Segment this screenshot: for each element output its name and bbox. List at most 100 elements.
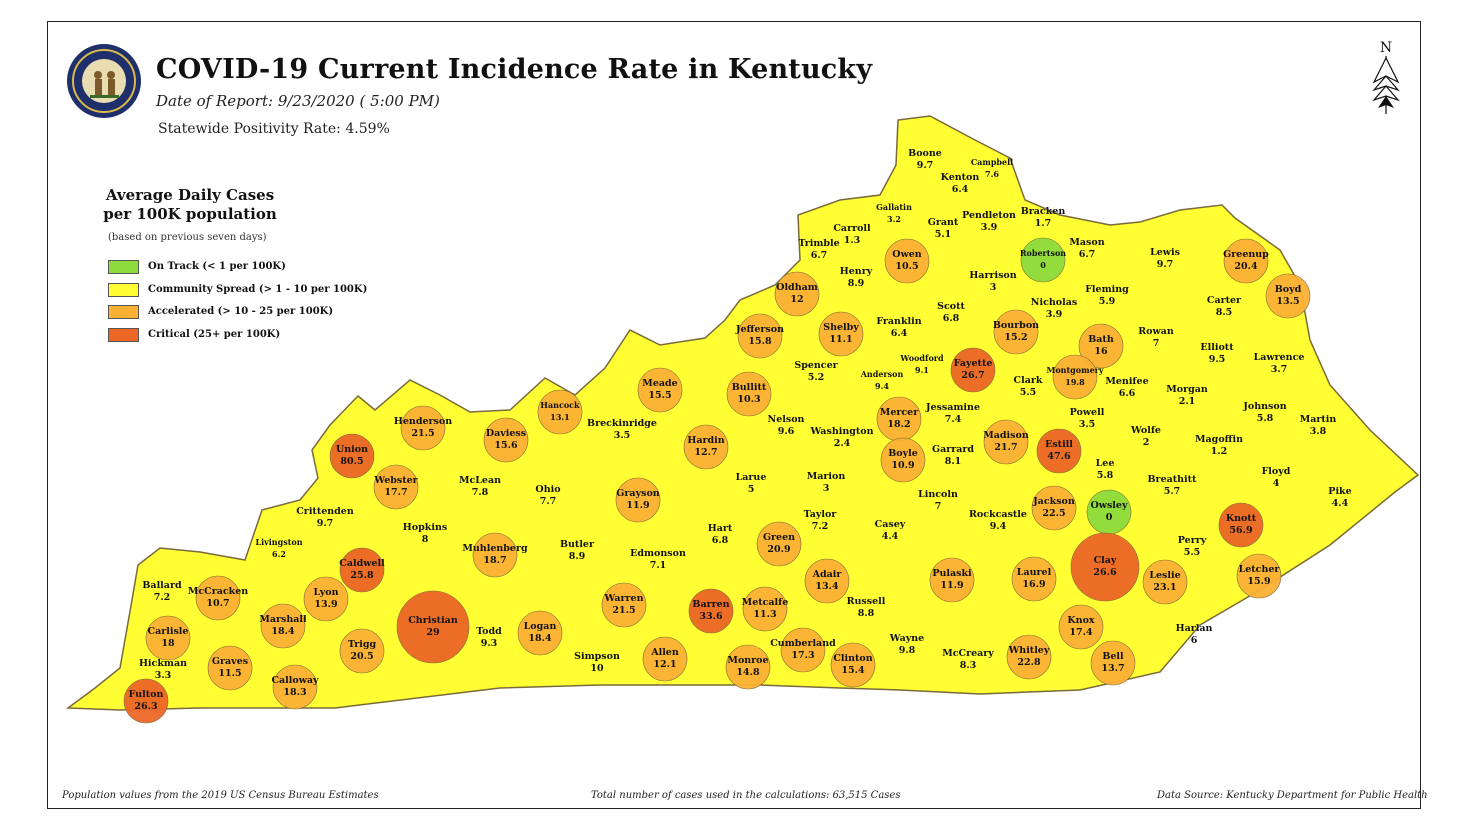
- county-anderson-value: 9.4: [875, 381, 889, 391]
- legend-label: Accelerated (> 10 - 25 per 100K): [148, 306, 334, 317]
- county-lyon-region: [303, 576, 349, 622]
- county-breathitt-name: Breathitt: [1148, 474, 1198, 485]
- county-muhlenberg-name: Muhlenberg: [462, 543, 528, 554]
- county-marion-value: 3: [823, 483, 830, 494]
- county-breckinridge-value: 3.5: [614, 430, 631, 441]
- county-montgomery-value: 19.8: [1065, 377, 1085, 387]
- county-logan-region: [517, 610, 563, 656]
- county-boyd-region: [1265, 273, 1311, 319]
- county-henderson-name: Henderson: [394, 416, 452, 427]
- county-allen-value: 12.1: [653, 659, 676, 670]
- county-boone-name: Boone: [908, 148, 942, 159]
- county-adair-value: 13.4: [815, 581, 839, 592]
- county-meade-region: [637, 367, 683, 413]
- county-mccracken-value: 10.7: [206, 598, 229, 609]
- county-pulaski-region: [929, 557, 975, 603]
- county-magoffin-value: 1.2: [1211, 446, 1228, 457]
- county-martin-value: 3.8: [1310, 426, 1327, 437]
- county-leslie-value: 23.1: [1153, 582, 1176, 593]
- county-greenup-value: 20.4: [1234, 261, 1258, 272]
- county-marshall-value: 18.4: [271, 626, 295, 637]
- kentucky-seal-icon: [67, 44, 141, 118]
- county-boyd-value: 13.5: [1276, 296, 1299, 307]
- county-whitley-value: 22.8: [1017, 657, 1041, 668]
- county-mccreary-name: McCreary: [942, 648, 994, 659]
- county-madison-value: 21.7: [994, 442, 1017, 453]
- county-nicholas-name: Nicholas: [1031, 297, 1077, 308]
- county-jackson-region: [1031, 485, 1077, 531]
- county-jefferson-region: [737, 313, 783, 359]
- county-union-name: Union: [336, 444, 368, 455]
- county-lyon-value: 13.9: [314, 599, 338, 610]
- county-graves-name: Graves: [212, 656, 248, 667]
- county-bourbon-value: 15.2: [1004, 332, 1027, 343]
- county-green-region: [756, 521, 802, 567]
- county-robertson-name: Robertson: [1020, 248, 1066, 258]
- county-breathitt-value: 5.7: [1164, 486, 1181, 497]
- map-frame: [47, 21, 1421, 809]
- county-jefferson-value: 15.8: [748, 336, 772, 347]
- county-lewis-name: Lewis: [1150, 247, 1180, 258]
- county-caldwell-name: Caldwell: [339, 558, 385, 569]
- county-bourbon-region: [993, 309, 1039, 355]
- county-fulton-region: [123, 678, 169, 724]
- county-barren-value: 33.6: [699, 611, 723, 622]
- county-warren-region: [601, 582, 647, 628]
- county-hopkins-name: Hopkins: [403, 522, 447, 533]
- county-livingston-name: Livingston: [255, 537, 302, 547]
- county-woodford-value: 9.1: [915, 365, 929, 375]
- county-madison-region: [983, 419, 1029, 465]
- county-estill-name: Estill: [1045, 439, 1073, 450]
- county-mason-name: Mason: [1069, 237, 1104, 248]
- county-rowan-value: 7: [1153, 338, 1160, 349]
- county-owen-region: [884, 238, 930, 284]
- county-clay-name: Clay: [1094, 555, 1117, 566]
- county-crittenden-name: Crittenden: [296, 506, 354, 517]
- county-shelby-value: 11.1: [829, 334, 852, 345]
- county-martin-name: Martin: [1300, 414, 1337, 425]
- county-henderson-value: 21.5: [411, 428, 434, 439]
- county-morgan-value: 2.1: [1179, 396, 1196, 407]
- county-menifee-name: Menifee: [1105, 376, 1148, 387]
- county-wolfe-value: 2: [1143, 437, 1150, 448]
- county-graves-value: 11.5: [218, 668, 241, 679]
- county-fleming-value: 5.9: [1099, 296, 1116, 307]
- county-mccracken-region: [195, 575, 241, 621]
- county-hardin-region: [683, 424, 729, 470]
- county-oldham-value: 12: [790, 294, 803, 305]
- county-rockcastle-value: 9.4: [990, 521, 1007, 532]
- county-pulaski-name: Pulaski: [932, 568, 972, 579]
- county-muhlenberg-value: 18.7: [483, 555, 506, 566]
- county-taylor-name: Taylor: [804, 509, 838, 520]
- county-montgomery-name: Montgomery: [1046, 365, 1103, 375]
- county-estill-value: 47.6: [1047, 451, 1071, 462]
- county-woodford-name: Woodford: [899, 353, 944, 363]
- county-carroll-value: 1.3: [844, 235, 861, 246]
- county-livingston-value: 6.2: [272, 549, 286, 559]
- county-fayette-region: [950, 347, 996, 393]
- county-marshall-name: Marshall: [259, 614, 307, 625]
- county-calloway-name: Calloway: [271, 675, 319, 686]
- county-warren-name: Warren: [604, 593, 644, 604]
- county-washington-name: Washington: [809, 426, 873, 437]
- county-grayson-value: 11.9: [626, 500, 650, 511]
- county-oldham-name: Oldham: [776, 282, 818, 293]
- county-warren-value: 21.5: [612, 605, 635, 616]
- county-ohio-name: Ohio: [535, 484, 560, 495]
- county-edmonson-value: 7.1: [650, 560, 667, 571]
- county-bell-name: Bell: [1102, 651, 1124, 662]
- legend-label: Critical (25+ per 100K): [148, 329, 281, 340]
- county-mercer-name: Mercer: [880, 407, 919, 418]
- county-wayne-name: Wayne: [889, 633, 924, 644]
- county-cumberland-value: 17.3: [791, 650, 814, 661]
- county-laurel-name: Laurel: [1017, 567, 1052, 578]
- legend-label: On Track (< 1 per 100K): [148, 261, 286, 272]
- county-todd-name: Todd: [476, 626, 502, 637]
- county-jessamine-value: 7.4: [945, 414, 962, 425]
- county-logan-value: 18.4: [528, 633, 552, 644]
- county-nicholas-value: 3.9: [1046, 309, 1063, 320]
- county-regions: [123, 237, 1311, 724]
- county-breckinridge-name: Breckinridge: [587, 418, 657, 429]
- county-monroe-region: [725, 644, 771, 690]
